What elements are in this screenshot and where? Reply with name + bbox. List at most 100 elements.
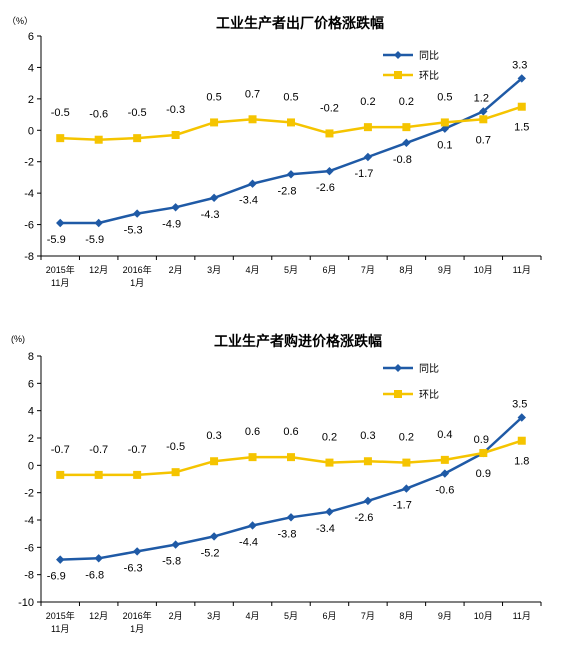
data-point-mom (94, 135, 103, 144)
data-label-yoy: -0.8 (393, 154, 412, 166)
y-tick-label: -4 (24, 188, 34, 200)
data-point-mom (56, 134, 65, 143)
x-tick-label: 7月 (361, 265, 375, 275)
y-unit-label: (%) (11, 334, 25, 344)
purchase-price-chart: 工业生产者购进价格涨跌幅 (%)8 6 4 2 0 -2 -4 -6 -8 -10 2015年 11月 1… (11, 333, 542, 634)
x-tick-label: 1月 (130, 278, 144, 288)
data-label-mom: 0.3 (206, 430, 221, 442)
data-point-yoy (171, 203, 180, 212)
y-tick-label: -2 (24, 157, 34, 169)
data-label-yoy: -1.7 (354, 168, 373, 180)
y-tick-label: 6 (28, 378, 34, 390)
data-label-yoy: -2.6 (316, 182, 335, 194)
data-point-mom (517, 436, 526, 445)
x-tick-label: 12月 (89, 611, 108, 621)
output-price-chart: 工业生产者出厂价格涨跌幅 （%） 6 4 2 0 -2 -4 -6 -8 2015年 11月 12月 20… (7, 15, 542, 288)
x-tick-label: 11月 (51, 278, 69, 288)
y-tick-label: 4 (28, 62, 34, 74)
chart-title: 工业生产者购进价格涨跌幅 (214, 333, 382, 349)
data-point-mom (171, 468, 180, 477)
x-tick-label: 5月 (284, 611, 298, 621)
data-label-yoy: -4.9 (162, 218, 181, 230)
data-label-yoy: 0.1 (437, 140, 452, 152)
data-label-yoy: -6.8 (85, 569, 104, 581)
data-label-yoy: -5.8 (162, 556, 181, 568)
data-point-yoy (171, 540, 180, 549)
data-label-yoy: -4.4 (239, 536, 258, 548)
data-point-mom (210, 457, 219, 466)
x-tick-label: 2月 (169, 611, 183, 621)
data-label-yoy: 3.3 (512, 59, 527, 71)
data-label-yoy: -2.6 (354, 512, 373, 524)
data-label-mom: -0.3 (166, 104, 185, 116)
data-label-mom: 0.7 (476, 134, 491, 146)
y-tick-label: 6 (28, 31, 34, 43)
data-point-mom (287, 118, 295, 127)
x-tick-label: 2015年 (46, 264, 75, 275)
data-label-mom: 0.6 (245, 426, 260, 438)
legend-label-mom: 环比 (419, 70, 439, 82)
data-point-mom (402, 458, 411, 467)
data-point-yoy (440, 469, 450, 478)
x-tick-label: 2015年 (46, 610, 75, 621)
data-point-yoy (248, 179, 257, 188)
data-point-mom (479, 449, 488, 458)
y-tick-label: -8 (24, 251, 34, 263)
data-label-yoy: 1.2 (474, 92, 489, 104)
data-point-yoy (479, 107, 488, 116)
chart-title: 工业生产者出厂价格涨跌幅 (216, 15, 384, 31)
x-tick-label: 11月 (513, 611, 531, 621)
data-point-mom (517, 102, 526, 111)
data-point-yoy (286, 513, 296, 522)
y-tick-label: -6 (24, 220, 34, 232)
x-tick-label: 6月 (322, 611, 336, 621)
data-label-yoy: -1.7 (393, 500, 412, 512)
data-point-mom (363, 123, 372, 132)
data-point-mom (363, 457, 372, 466)
data-point-yoy (132, 547, 142, 556)
x-tick-label: 8月 (399, 611, 413, 621)
data-point-yoy (248, 521, 257, 530)
data-label-yoy: -3.4 (316, 523, 335, 535)
data-label-yoy: -6.3 (124, 562, 143, 574)
data-label-mom: 0.6 (283, 426, 298, 438)
data-label-mom: 0.2 (322, 432, 337, 444)
data-label-mom: 0.2 (399, 432, 414, 444)
data-point-yoy (209, 532, 219, 541)
x-tick-label: 4月 (246, 611, 260, 621)
data-point-mom (325, 129, 334, 138)
data-point-mom (248, 115, 257, 124)
data-point-mom (133, 470, 142, 479)
data-label-yoy: -5.9 (47, 234, 66, 246)
data-point-mom (325, 458, 334, 467)
data-label-yoy: 3.5 (512, 399, 527, 411)
y-tick-label: 2 (28, 433, 34, 445)
data-point-mom (248, 453, 257, 462)
x-tick-label: 10月 (474, 611, 493, 621)
data-label-yoy: -0.6 (435, 485, 454, 497)
data-label-yoy: -3.8 (278, 528, 297, 540)
x-tick-label: 6月 (322, 265, 336, 275)
data-point-yoy (363, 496, 373, 506)
data-point-yoy (286, 170, 296, 179)
legend-marker-yoy (394, 51, 402, 59)
y-tick-label: -2 (24, 488, 34, 500)
data-label-yoy: -4.3 (201, 209, 220, 221)
data-label-yoy: -2.8 (278, 185, 297, 197)
data-label-mom: 0.3 (360, 430, 375, 442)
data-label-mom: -0.6 (89, 109, 108, 121)
data-point-yoy (325, 507, 334, 516)
y-unit-label: （%） (7, 16, 33, 26)
legend-label-yoy: 同比 (419, 363, 439, 375)
y-tick-label: 8 (28, 351, 34, 363)
x-tick-label: 8月 (399, 265, 413, 275)
legend-label-mom: 环比 (419, 389, 439, 401)
legend-marker-mom (394, 71, 402, 79)
y-tick-label: 0 (28, 460, 34, 472)
data-label-yoy: -5.3 (124, 225, 143, 237)
data-label-mom: -0.5 (128, 107, 147, 119)
y-tick-label: -8 (24, 570, 34, 582)
y-tick-label: -10 (18, 597, 34, 609)
data-label-mom: 0.4 (437, 429, 452, 441)
data-point-yoy (402, 484, 411, 493)
